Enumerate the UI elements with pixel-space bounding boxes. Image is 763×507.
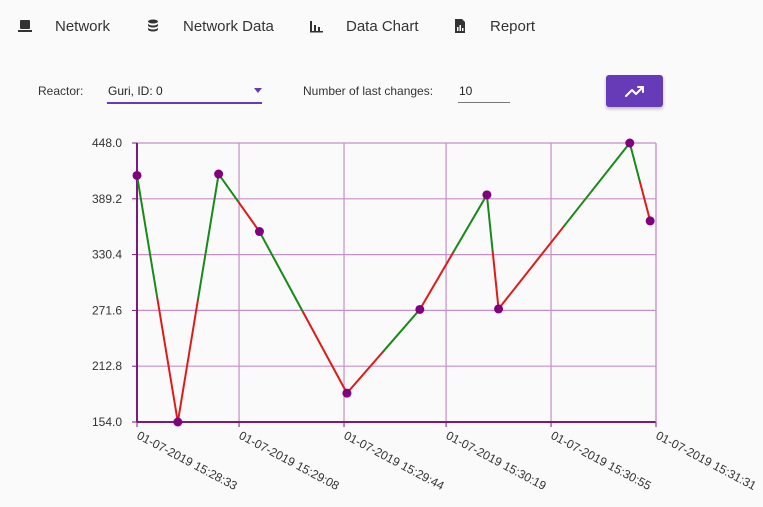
- nav-label-report: Report: [490, 17, 536, 35]
- chart-controls: Reactor: Guri, ID: 0 Number of last chan…: [0, 72, 763, 112]
- data-point: [494, 304, 504, 314]
- series-segment: [452, 193, 488, 254]
- series-segment: [345, 350, 385, 395]
- series-segment: [258, 230, 305, 314]
- data-point: [342, 388, 352, 398]
- nav-item-report[interactable]: Report: [452, 14, 535, 38]
- top-navigation: Network Network Data Data Chart Report: [0, 0, 763, 52]
- y-tick-label: 448.0: [92, 136, 122, 150]
- changes-input[interactable]: [458, 82, 511, 100]
- data-point: [645, 216, 655, 226]
- y-tick-label: 330.4: [92, 248, 122, 262]
- series-segment: [217, 173, 241, 204]
- y-tick-label: 389.2: [92, 192, 122, 206]
- data-point: [482, 190, 492, 200]
- x-tick-label: 01-07-2019 15:29:44: [342, 428, 447, 493]
- dropdown-arrow-icon: [254, 88, 262, 93]
- nav-label-network: Network: [55, 17, 111, 35]
- data-point: [132, 170, 142, 180]
- series-segment: [485, 193, 494, 253]
- series-segment: [238, 201, 261, 233]
- trending-up-icon: [624, 86, 644, 97]
- chart-grid: [137, 142, 657, 422]
- series-segment: [197, 173, 220, 300]
- series-segment: [136, 174, 159, 300]
- x-tick-label: 01-07-2019 15:30:55: [549, 428, 654, 493]
- y-axis-ticks: 154.0 212.8 271.6 330.4 389.2 448.0: [92, 136, 137, 429]
- series-segment: [563, 142, 631, 227]
- x-tick-label: 01-07-2019 15:30:19: [444, 428, 549, 493]
- data-point: [173, 417, 183, 427]
- series-segment: [418, 251, 455, 311]
- changes-label: Number of last changes:: [303, 84, 434, 98]
- changes-input-field: [458, 78, 511, 103]
- series-segment: [302, 311, 348, 395]
- y-tick-label: 154.0: [92, 415, 122, 429]
- data-point: [625, 138, 635, 148]
- reactor-select-value: Guri, ID: 0: [108, 84, 163, 98]
- nav-label-network-data: Network Data: [183, 17, 274, 35]
- series-segment: [497, 224, 566, 310]
- series-segment: [628, 142, 641, 183]
- chart-axes: [136, 143, 657, 423]
- reactor-select[interactable]: Guri, ID: 0: [107, 78, 262, 104]
- document-icon: [455, 19, 465, 33]
- nav-item-network[interactable]: Network: [17, 14, 110, 38]
- database-icon: [148, 19, 158, 32]
- series-segment: [176, 297, 200, 423]
- nav-item-network-data[interactable]: Network Data: [145, 14, 274, 38]
- x-tick-label: 01-07-2019 15:31:31: [654, 428, 759, 493]
- data-point: [415, 304, 425, 314]
- series-segment: [638, 180, 652, 222]
- chart-series-line: [136, 142, 652, 423]
- nav-item-data-chart[interactable]: Data Chart: [308, 14, 419, 38]
- series-segment: [491, 250, 500, 310]
- data-point: [254, 227, 264, 237]
- x-tick-label: 01-07-2019 15:28:33: [135, 428, 240, 493]
- series-segment: [382, 308, 421, 353]
- computer-icon: [18, 20, 32, 32]
- chart-series-points: [132, 138, 655, 427]
- x-tick-label: 01-07-2019 15:29:08: [237, 428, 342, 493]
- data-point: [214, 169, 224, 179]
- series-segment: [156, 297, 179, 423]
- reactor-label: Reactor:: [38, 84, 84, 98]
- show-chart-button[interactable]: [606, 75, 663, 107]
- y-tick-label: 271.6: [92, 303, 122, 317]
- bar-chart-icon: [310, 21, 323, 33]
- nav-label-data-chart: Data Chart: [346, 17, 419, 35]
- y-tick-label: 212.8: [92, 359, 122, 373]
